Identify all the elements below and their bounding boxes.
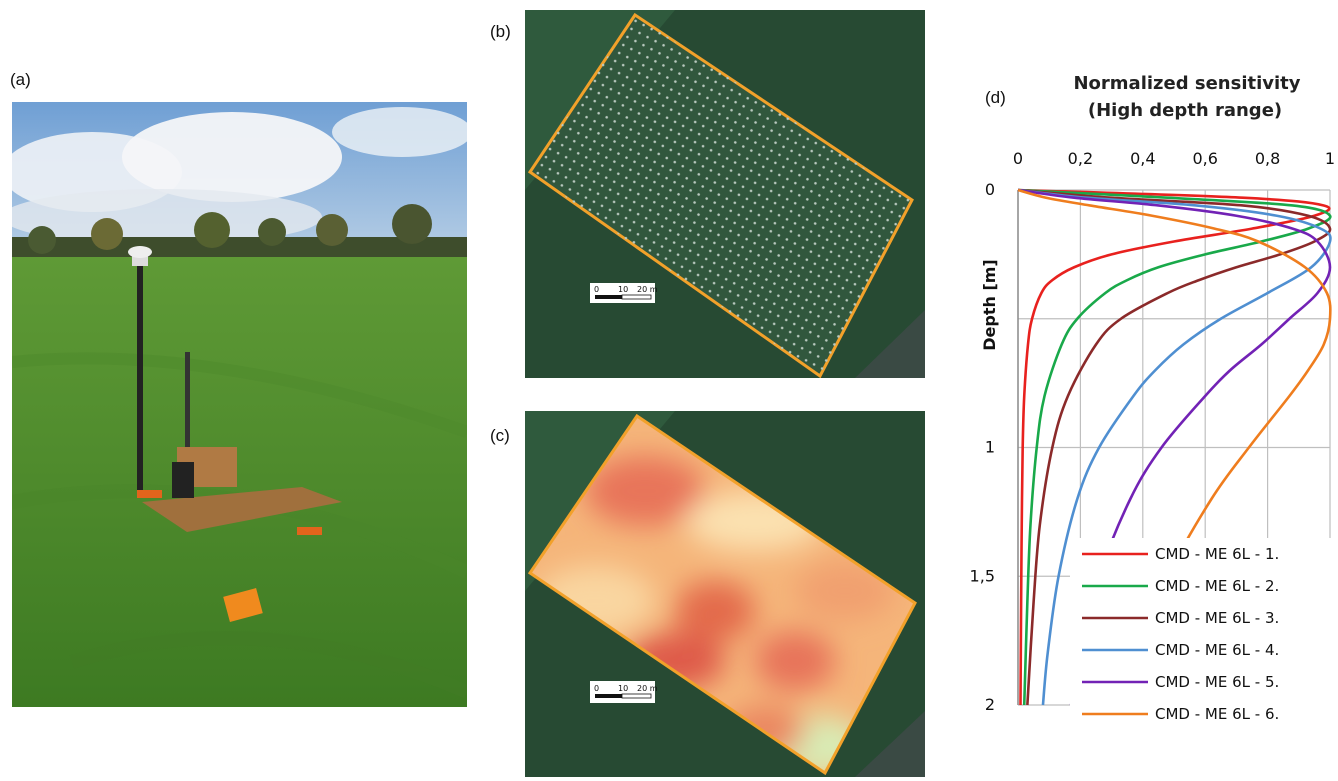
x-tick-label: 0,4 <box>1130 149 1155 168</box>
scale-label-0: 0 <box>594 684 599 693</box>
scale-label-20: 20 m <box>637 684 658 693</box>
x-tick-label: 1 <box>1325 149 1335 168</box>
scale-bar-c: 0 10 20 m <box>590 681 658 703</box>
interpolated-map: 0 10 20 m <box>525 411 925 777</box>
scale-label-10: 10 <box>618 285 628 294</box>
panel-label-a: (a) <box>10 70 31 89</box>
series-lines <box>1017 188 1332 706</box>
scale-label-20: 20 m <box>637 285 658 294</box>
panel-label-b: (b) <box>490 22 511 41</box>
series-line-2 <box>1017 188 1332 706</box>
x-tick-label: 0,8 <box>1255 149 1280 168</box>
y-axis-label: Depth [m] <box>980 259 999 351</box>
y-tick-labels: 011,52 <box>970 180 995 714</box>
scale-label-0: 0 <box>594 285 599 294</box>
legend-label-4: CMD - ME 6L - 4. <box>1155 641 1279 659</box>
x-tick-label: 0,2 <box>1068 149 1093 168</box>
y-tick-label: 0 <box>985 180 995 199</box>
y-tick-label: 1,5 <box>970 566 995 585</box>
handheld-logger <box>223 588 263 622</box>
legend-label-5: CMD - ME 6L - 5. <box>1155 673 1279 691</box>
legend-label-3: CMD - ME 6L - 3. <box>1155 609 1279 627</box>
scale-bar-b: 0 10 20 m <box>590 283 658 303</box>
legend-label-2: CMD - ME 6L - 2. <box>1155 577 1279 595</box>
series-line-5 <box>1017 188 1332 706</box>
grass <box>12 257 467 707</box>
series-line-4 <box>1017 188 1332 706</box>
y-tick-label: 1 <box>985 438 995 457</box>
emi-sensor-sled <box>128 246 342 535</box>
panel-label-d: (d) <box>985 88 1006 107</box>
legend-label-6: CMD - ME 6L - 6. <box>1155 705 1279 723</box>
panel-label-c: (c) <box>490 426 510 445</box>
series-line-1 <box>1017 188 1331 706</box>
chart-title: Normalized sensitivity <box>1073 73 1300 94</box>
sensitivity-chart: Normalized sensitivity (High depth range… <box>940 60 1338 777</box>
scale-label-10: 10 <box>618 684 628 693</box>
x-tick-label: 0,6 <box>1192 149 1217 168</box>
x-tick-labels: 0 0,2 0,4 0,6 0,8 1 <box>1013 149 1335 168</box>
legend: CMD - ME 6L - 1. CMD - ME 6L - 2. CMD - ME… <box>1082 545 1279 723</box>
field-photo <box>12 102 467 707</box>
legend-label-1: CMD - ME 6L - 1. <box>1155 545 1279 563</box>
chart-subtitle: (High depth range) <box>1088 100 1282 121</box>
series-line-3 <box>1017 188 1332 706</box>
x-tick-label: 0 <box>1013 149 1023 168</box>
legend-box <box>1070 538 1338 734</box>
field-outline-c <box>527 413 917 776</box>
y-tick-label: 2 <box>985 695 995 714</box>
sampling-points-map: 0 10 20 m <box>525 10 925 378</box>
